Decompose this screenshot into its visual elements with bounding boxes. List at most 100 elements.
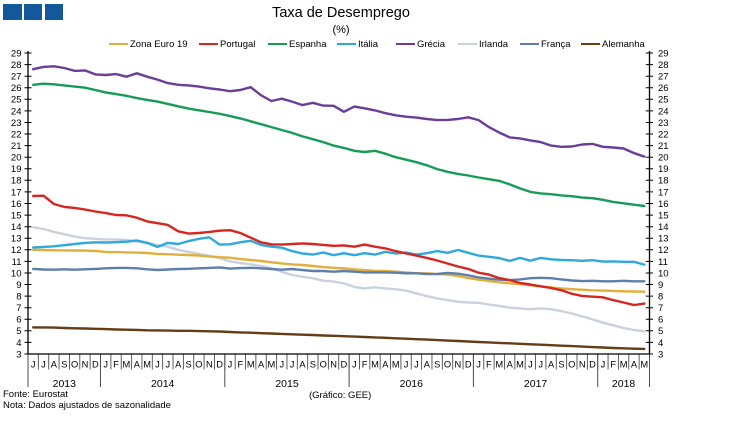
svg-text:S: S	[185, 360, 191, 370]
svg-text:10: 10	[658, 268, 669, 279]
svg-text:29: 29	[11, 48, 22, 59]
svg-text:M: M	[247, 360, 255, 370]
svg-text:F: F	[362, 360, 368, 370]
svg-text:4: 4	[16, 338, 21, 349]
svg-text:7: 7	[16, 303, 21, 314]
svg-text:O: O	[71, 360, 78, 370]
svg-text:23: 23	[11, 118, 22, 129]
svg-text:F: F	[237, 360, 243, 370]
svg-text:21: 21	[658, 141, 669, 152]
svg-text:29: 29	[658, 48, 669, 59]
svg-text:2017: 2017	[524, 378, 548, 390]
svg-text:11: 11	[658, 257, 668, 268]
svg-text:D: D	[465, 360, 472, 370]
svg-text:N: N	[455, 360, 462, 370]
svg-text:6: 6	[658, 315, 663, 326]
svg-text:J: J	[155, 360, 160, 370]
svg-text:21: 21	[11, 141, 22, 152]
svg-text:A: A	[631, 360, 638, 370]
svg-text:F: F	[113, 360, 119, 370]
svg-text:8: 8	[16, 292, 21, 303]
svg-text:3: 3	[16, 349, 21, 360]
svg-text:20: 20	[11, 153, 22, 164]
svg-text:D: D	[341, 360, 348, 370]
svg-text:15: 15	[11, 211, 22, 222]
svg-text:2014: 2014	[151, 378, 175, 390]
svg-text:A: A	[175, 360, 182, 370]
svg-text:J: J	[528, 360, 533, 370]
svg-text:11: 11	[12, 257, 22, 268]
svg-text:22: 22	[11, 129, 22, 140]
svg-text:25: 25	[11, 95, 22, 106]
svg-text:16: 16	[658, 199, 669, 210]
svg-text:O: O	[195, 360, 202, 370]
svg-text:J: J	[103, 360, 108, 370]
svg-text:10: 10	[11, 268, 22, 279]
svg-text:J: J	[31, 360, 36, 370]
svg-text:F: F	[486, 360, 492, 370]
svg-text:12: 12	[11, 245, 22, 256]
svg-text:N: N	[579, 360, 586, 370]
svg-text:24: 24	[11, 106, 22, 117]
svg-text:S: S	[434, 360, 440, 370]
svg-text:14: 14	[11, 222, 22, 233]
svg-text:26: 26	[11, 83, 22, 94]
svg-text:M: M	[516, 360, 524, 370]
svg-text:D: D	[92, 360, 99, 370]
svg-text:F: F	[610, 360, 616, 370]
svg-text:6: 6	[16, 315, 21, 326]
svg-text:24: 24	[658, 106, 669, 117]
svg-text:N: N	[82, 360, 89, 370]
svg-text:N: N	[330, 360, 337, 370]
svg-text:M: M	[123, 360, 131, 370]
svg-text:M: M	[143, 360, 151, 370]
svg-text:D: D	[589, 360, 596, 370]
svg-text:8: 8	[658, 292, 663, 303]
svg-text:A: A	[51, 360, 58, 370]
svg-text:9: 9	[658, 280, 663, 291]
svg-text:2015: 2015	[275, 378, 299, 390]
svg-text:15: 15	[658, 211, 669, 222]
svg-text:D: D	[216, 360, 223, 370]
svg-text:17: 17	[658, 187, 669, 198]
svg-text:M: M	[371, 360, 379, 370]
svg-text:J: J	[601, 360, 606, 370]
svg-text:13: 13	[11, 234, 22, 245]
svg-text:26: 26	[658, 83, 669, 94]
svg-text:S: S	[558, 360, 564, 370]
svg-text:O: O	[568, 360, 575, 370]
svg-text:3: 3	[658, 349, 663, 360]
svg-text:A: A	[258, 360, 265, 370]
svg-text:2013: 2013	[53, 378, 77, 390]
svg-text:25: 25	[658, 95, 669, 106]
svg-text:22: 22	[658, 129, 669, 140]
svg-text:J: J	[165, 360, 170, 370]
svg-text:13: 13	[658, 234, 669, 245]
svg-text:23: 23	[658, 118, 669, 129]
svg-text:M: M	[640, 360, 648, 370]
svg-text:J: J	[404, 360, 409, 370]
svg-text:17: 17	[11, 187, 22, 198]
svg-text:J: J	[352, 360, 357, 370]
svg-text:J: J	[414, 360, 419, 370]
svg-text:N: N	[206, 360, 213, 370]
svg-text:A: A	[382, 360, 389, 370]
svg-text:J: J	[476, 360, 481, 370]
svg-text:A: A	[507, 360, 514, 370]
svg-text:S: S	[310, 360, 316, 370]
svg-text:2016: 2016	[400, 378, 424, 390]
svg-text:A: A	[548, 360, 555, 370]
svg-text:A: A	[299, 360, 306, 370]
svg-text:20: 20	[658, 153, 669, 164]
svg-text:O: O	[320, 360, 327, 370]
svg-text:J: J	[290, 360, 295, 370]
svg-text:27: 27	[658, 72, 669, 83]
svg-text:A: A	[424, 360, 431, 370]
svg-text:19: 19	[11, 164, 22, 175]
svg-text:J: J	[538, 360, 543, 370]
svg-text:A: A	[134, 360, 141, 370]
svg-text:12: 12	[658, 245, 669, 256]
svg-text:J: J	[279, 360, 284, 370]
svg-text:7: 7	[658, 303, 663, 314]
svg-text:2018: 2018	[612, 378, 636, 390]
